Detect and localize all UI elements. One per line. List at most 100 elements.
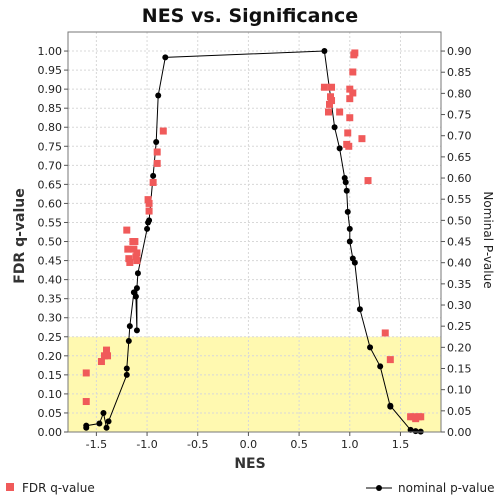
y-tick-label: 0.15: [38, 369, 63, 382]
y-tick-label: 0.85: [38, 102, 63, 115]
fdr-point: [82, 398, 90, 406]
y2-tick-label: 0.20: [447, 341, 472, 354]
y-tick-label: 0.40: [38, 274, 63, 287]
x-tick-label: 1.0: [341, 438, 359, 451]
fdr-point: [326, 100, 334, 108]
y-tick-label: 0.00: [38, 426, 63, 439]
x-tick-label: 0.0: [240, 438, 258, 451]
y2-tick-label: 0.85: [447, 66, 472, 79]
fdr-point: [346, 114, 354, 122]
pvalue-point: [412, 428, 419, 435]
pvalue-point: [162, 54, 169, 61]
y2-tick-label: 0.65: [447, 151, 472, 164]
y-tick-label: 0.50: [38, 236, 63, 249]
fdr-point: [133, 257, 141, 265]
pvalue-point: [123, 365, 130, 372]
fdr-point: [144, 196, 152, 204]
pvalue-point: [132, 293, 139, 300]
pvalue-point: [126, 323, 133, 330]
plot-frame: [67, 31, 442, 433]
pvalue-point: [387, 402, 394, 409]
y2-tick-label: 0.30: [447, 299, 472, 312]
y-tick-label: 0.35: [38, 293, 63, 306]
legend-fdr-label: FDR q-value: [22, 481, 95, 495]
y2-tick-label: 0.15: [447, 363, 472, 376]
y-tick-label: 0.60: [38, 197, 63, 210]
y-tick-label: 0.70: [38, 159, 63, 172]
fdr-point: [159, 127, 167, 135]
y-tick-label: 0.10: [38, 388, 63, 401]
legend-pvalue-label: nominal p-value: [398, 481, 494, 495]
pvalue-point: [96, 420, 103, 427]
fdr-point: [336, 108, 344, 116]
fdr-point: [349, 68, 357, 76]
fdr-point: [124, 245, 132, 253]
pvalue-point: [356, 306, 363, 313]
pvalue-point: [133, 327, 140, 334]
fdr-point: [149, 178, 157, 186]
y-axis-label: FDR q-value: [12, 188, 28, 284]
pvalue-point: [146, 217, 153, 224]
fdr-point: [131, 238, 139, 246]
y-tick-label: 0.80: [38, 121, 63, 134]
x-tick-label: -1.5: [86, 438, 107, 451]
y2-tick-label: 0.75: [447, 109, 472, 122]
fdr-point: [346, 95, 354, 103]
pvalue-point: [346, 238, 353, 245]
pvalue-point: [344, 208, 351, 215]
y2-tick-label: 0.80: [447, 87, 472, 100]
chart-title: NES vs. Significance: [142, 5, 358, 27]
pvalue-point: [343, 187, 350, 194]
fdr-point: [125, 255, 133, 263]
y-tick-label: 0.20: [38, 350, 63, 363]
y-tick-label: 0.05: [38, 407, 63, 420]
fdr-point: [97, 358, 105, 366]
fdr-point: [133, 249, 141, 257]
pvalue-point: [377, 363, 384, 370]
fdr-point: [328, 97, 336, 105]
y-tick-label: 0.25: [38, 331, 63, 344]
fdr-point: [145, 199, 153, 207]
y-tick-label: 0.95: [38, 64, 63, 77]
pvalue-point: [155, 92, 162, 99]
y-tick-label: 0.75: [38, 140, 63, 153]
pvalue-point: [144, 225, 151, 232]
fdr-point: [345, 142, 353, 150]
pvalue-point: [123, 371, 130, 378]
pvalue-point: [342, 179, 349, 186]
x-tick-label: -0.5: [187, 438, 208, 451]
y2-tick-label: 0.55: [447, 193, 472, 206]
fdr-point: [130, 245, 138, 253]
y2-tick-label: 0.25: [447, 320, 472, 333]
fdr-point: [364, 177, 372, 185]
pvalue-point: [150, 172, 157, 179]
y-tick-label: 0.45: [38, 255, 63, 268]
y2-tick-label: 0.45: [447, 236, 472, 249]
fdr-point: [344, 129, 352, 137]
y-tick-label: 0.55: [38, 216, 63, 229]
y2-tick-label: 0.40: [447, 257, 472, 270]
legend-pvalue-marker: [376, 485, 382, 491]
x-tick-label: 0.5: [290, 438, 308, 451]
pvalue-point: [125, 337, 132, 344]
fdr-point: [145, 207, 153, 215]
y2-tick-label: 0.00: [447, 426, 472, 439]
fdr-point: [126, 258, 134, 266]
legend-fdr-marker: [6, 483, 14, 491]
y2-tick-label: 0.35: [447, 278, 472, 291]
fdr-point: [328, 83, 336, 91]
y-tick-label: 0.30: [38, 312, 63, 325]
fdr-point: [386, 356, 394, 364]
pvalue-point: [336, 145, 343, 152]
fdr-point: [324, 108, 332, 116]
pvalue-point: [407, 426, 414, 433]
y2-tick-label: 0.05: [447, 405, 472, 418]
x-tick-label: 1.5: [392, 438, 410, 451]
pvalue-point: [133, 285, 140, 292]
x-tick-label: -1.0: [136, 438, 157, 451]
fdr-point: [104, 352, 112, 360]
fdr-point: [132, 253, 140, 261]
fdr-point: [82, 369, 90, 377]
pvalue-point: [100, 409, 107, 416]
